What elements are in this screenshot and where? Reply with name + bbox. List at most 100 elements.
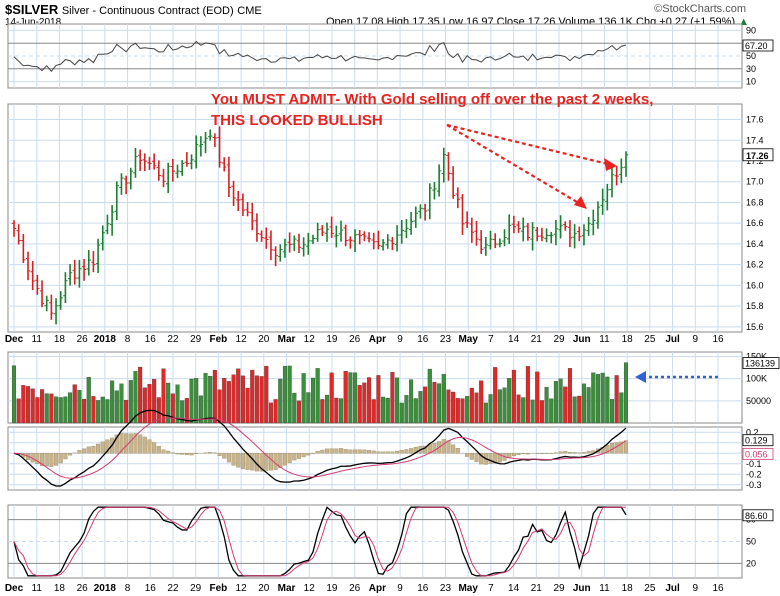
macd-histogram-bar: [423, 445, 428, 454]
symbol: $SILVER: [5, 2, 59, 17]
volume-bar: [451, 391, 456, 424]
volume-bar: [273, 399, 278, 424]
volume-bar: [609, 399, 615, 424]
x-tick-label-bottom: 20: [258, 583, 270, 594]
volume-bar: [413, 398, 418, 424]
x-tick-label: 12: [304, 334, 316, 345]
volume-highlight-arrowhead: [635, 371, 646, 383]
volume-bar: [563, 386, 568, 424]
x-tick-label-bottom: 26: [349, 583, 361, 594]
macd-histogram-bar: [451, 444, 456, 454]
volume-bar: [156, 397, 161, 424]
volume-bar: [567, 368, 572, 424]
macd-panel: [13, 409, 629, 487]
price-y-tick: 17.4: [746, 135, 764, 145]
volume-bar: [558, 378, 563, 424]
volume-bar: [264, 365, 269, 424]
x-tick-label-bottom: Jun: [573, 583, 591, 594]
x-tick-label: 23: [440, 334, 452, 345]
volume-bar: [217, 389, 222, 424]
x-tick-label: 11: [599, 334, 610, 345]
macd-histogram-bar: [175, 453, 180, 455]
x-tick-label: 20: [258, 334, 270, 345]
volume-bar: [479, 380, 484, 424]
x-tick-label-bottom: 25: [644, 583, 656, 594]
volume-bar: [362, 382, 367, 424]
macd-histogram-bar: [334, 448, 339, 454]
volume-bar: [423, 386, 428, 424]
volume-bar: [441, 374, 446, 424]
macd-histogram-bar: [226, 453, 231, 463]
macd-histogram-bar: [273, 453, 278, 470]
volume-bar: [147, 383, 152, 424]
volume-bar: [493, 367, 498, 424]
volume-bar: [124, 399, 129, 424]
volume-bar: [189, 378, 194, 424]
macd-histogram-bar: [572, 452, 577, 454]
volume-bar: [385, 397, 390, 424]
volume-bar: [367, 377, 372, 424]
macd-histogram-bar: [619, 441, 624, 454]
stoch-y-tick: 20: [746, 558, 756, 568]
volume-bar: [133, 371, 138, 424]
annotation-line-2: THIS LOOKED BULLISH: [211, 112, 383, 129]
macd-histogram-bar: [100, 441, 105, 454]
volume-bar: [236, 368, 241, 424]
macd-histogram-bar: [49, 453, 54, 467]
volume-bar: [511, 369, 516, 424]
volume-bar: [292, 392, 297, 424]
rsi-panel: [13, 40, 627, 73]
volume-bar: [287, 365, 292, 424]
volume-y-tick: 50000: [746, 396, 771, 406]
volume-bar: [530, 399, 535, 424]
annotation-line-1: You MUST ADMIT- With Gold selling off ov…: [211, 91, 653, 108]
volume-bar: [427, 368, 432, 424]
volume-bar: [376, 375, 381, 424]
macd-y-tick: -0.1: [746, 459, 762, 469]
volume-bar: [166, 382, 171, 424]
x-tick-label: 7: [488, 334, 494, 345]
macd-histogram-bar: [58, 453, 63, 464]
macd-histogram-bar: [567, 452, 572, 454]
x-tick-label: Jun: [573, 334, 591, 345]
stochastic-panel: [13, 506, 627, 577]
macd-histogram-bar: [395, 450, 400, 454]
up-arrow-icon: ▲: [738, 16, 750, 28]
volume-bar: [254, 375, 259, 424]
volume-last-badge: [742, 357, 780, 369]
volume-bar: [268, 402, 273, 424]
macd-histogram-bar: [581, 452, 586, 454]
x-tick-label: Dec: [5, 334, 24, 345]
volume-bar: [516, 394, 521, 424]
x-tick-label: Mar: [278, 334, 296, 345]
x-tick-label: 29: [190, 334, 202, 345]
volume-bar: [170, 393, 175, 424]
x-tick-label: 18: [54, 334, 66, 345]
volume-bar: [329, 372, 334, 424]
x-tick-label-bottom: Dec: [5, 583, 24, 594]
volume-bar: [544, 387, 549, 424]
volume-bar: [469, 387, 474, 424]
x-tick-label-bottom: 8: [125, 583, 131, 594]
price-y-tick: 16.8: [746, 197, 764, 207]
macd-histogram-bar: [203, 452, 208, 454]
volume-bar: [21, 385, 26, 424]
macd-histogram-bar: [119, 432, 124, 454]
volume-bar: [180, 400, 185, 424]
volume-bar: [619, 392, 624, 424]
volume-bar: [399, 402, 404, 424]
macd-histogram-bar: [282, 453, 287, 466]
macd-histogram-bar: [91, 446, 96, 454]
volume-bar: [138, 366, 143, 424]
macd-last-badge: [742, 434, 774, 447]
volume-bar: [114, 390, 119, 424]
macd-histogram-bar: [40, 453, 45, 467]
rsi-last-badge: [742, 39, 774, 52]
volume-bar: [395, 377, 400, 424]
macd-signal-badge: [742, 447, 774, 460]
volume-bar: [96, 400, 101, 424]
volume-bar: [91, 396, 96, 424]
volume-bar: [128, 380, 133, 424]
volume-y-tick: 150K: [746, 351, 767, 361]
